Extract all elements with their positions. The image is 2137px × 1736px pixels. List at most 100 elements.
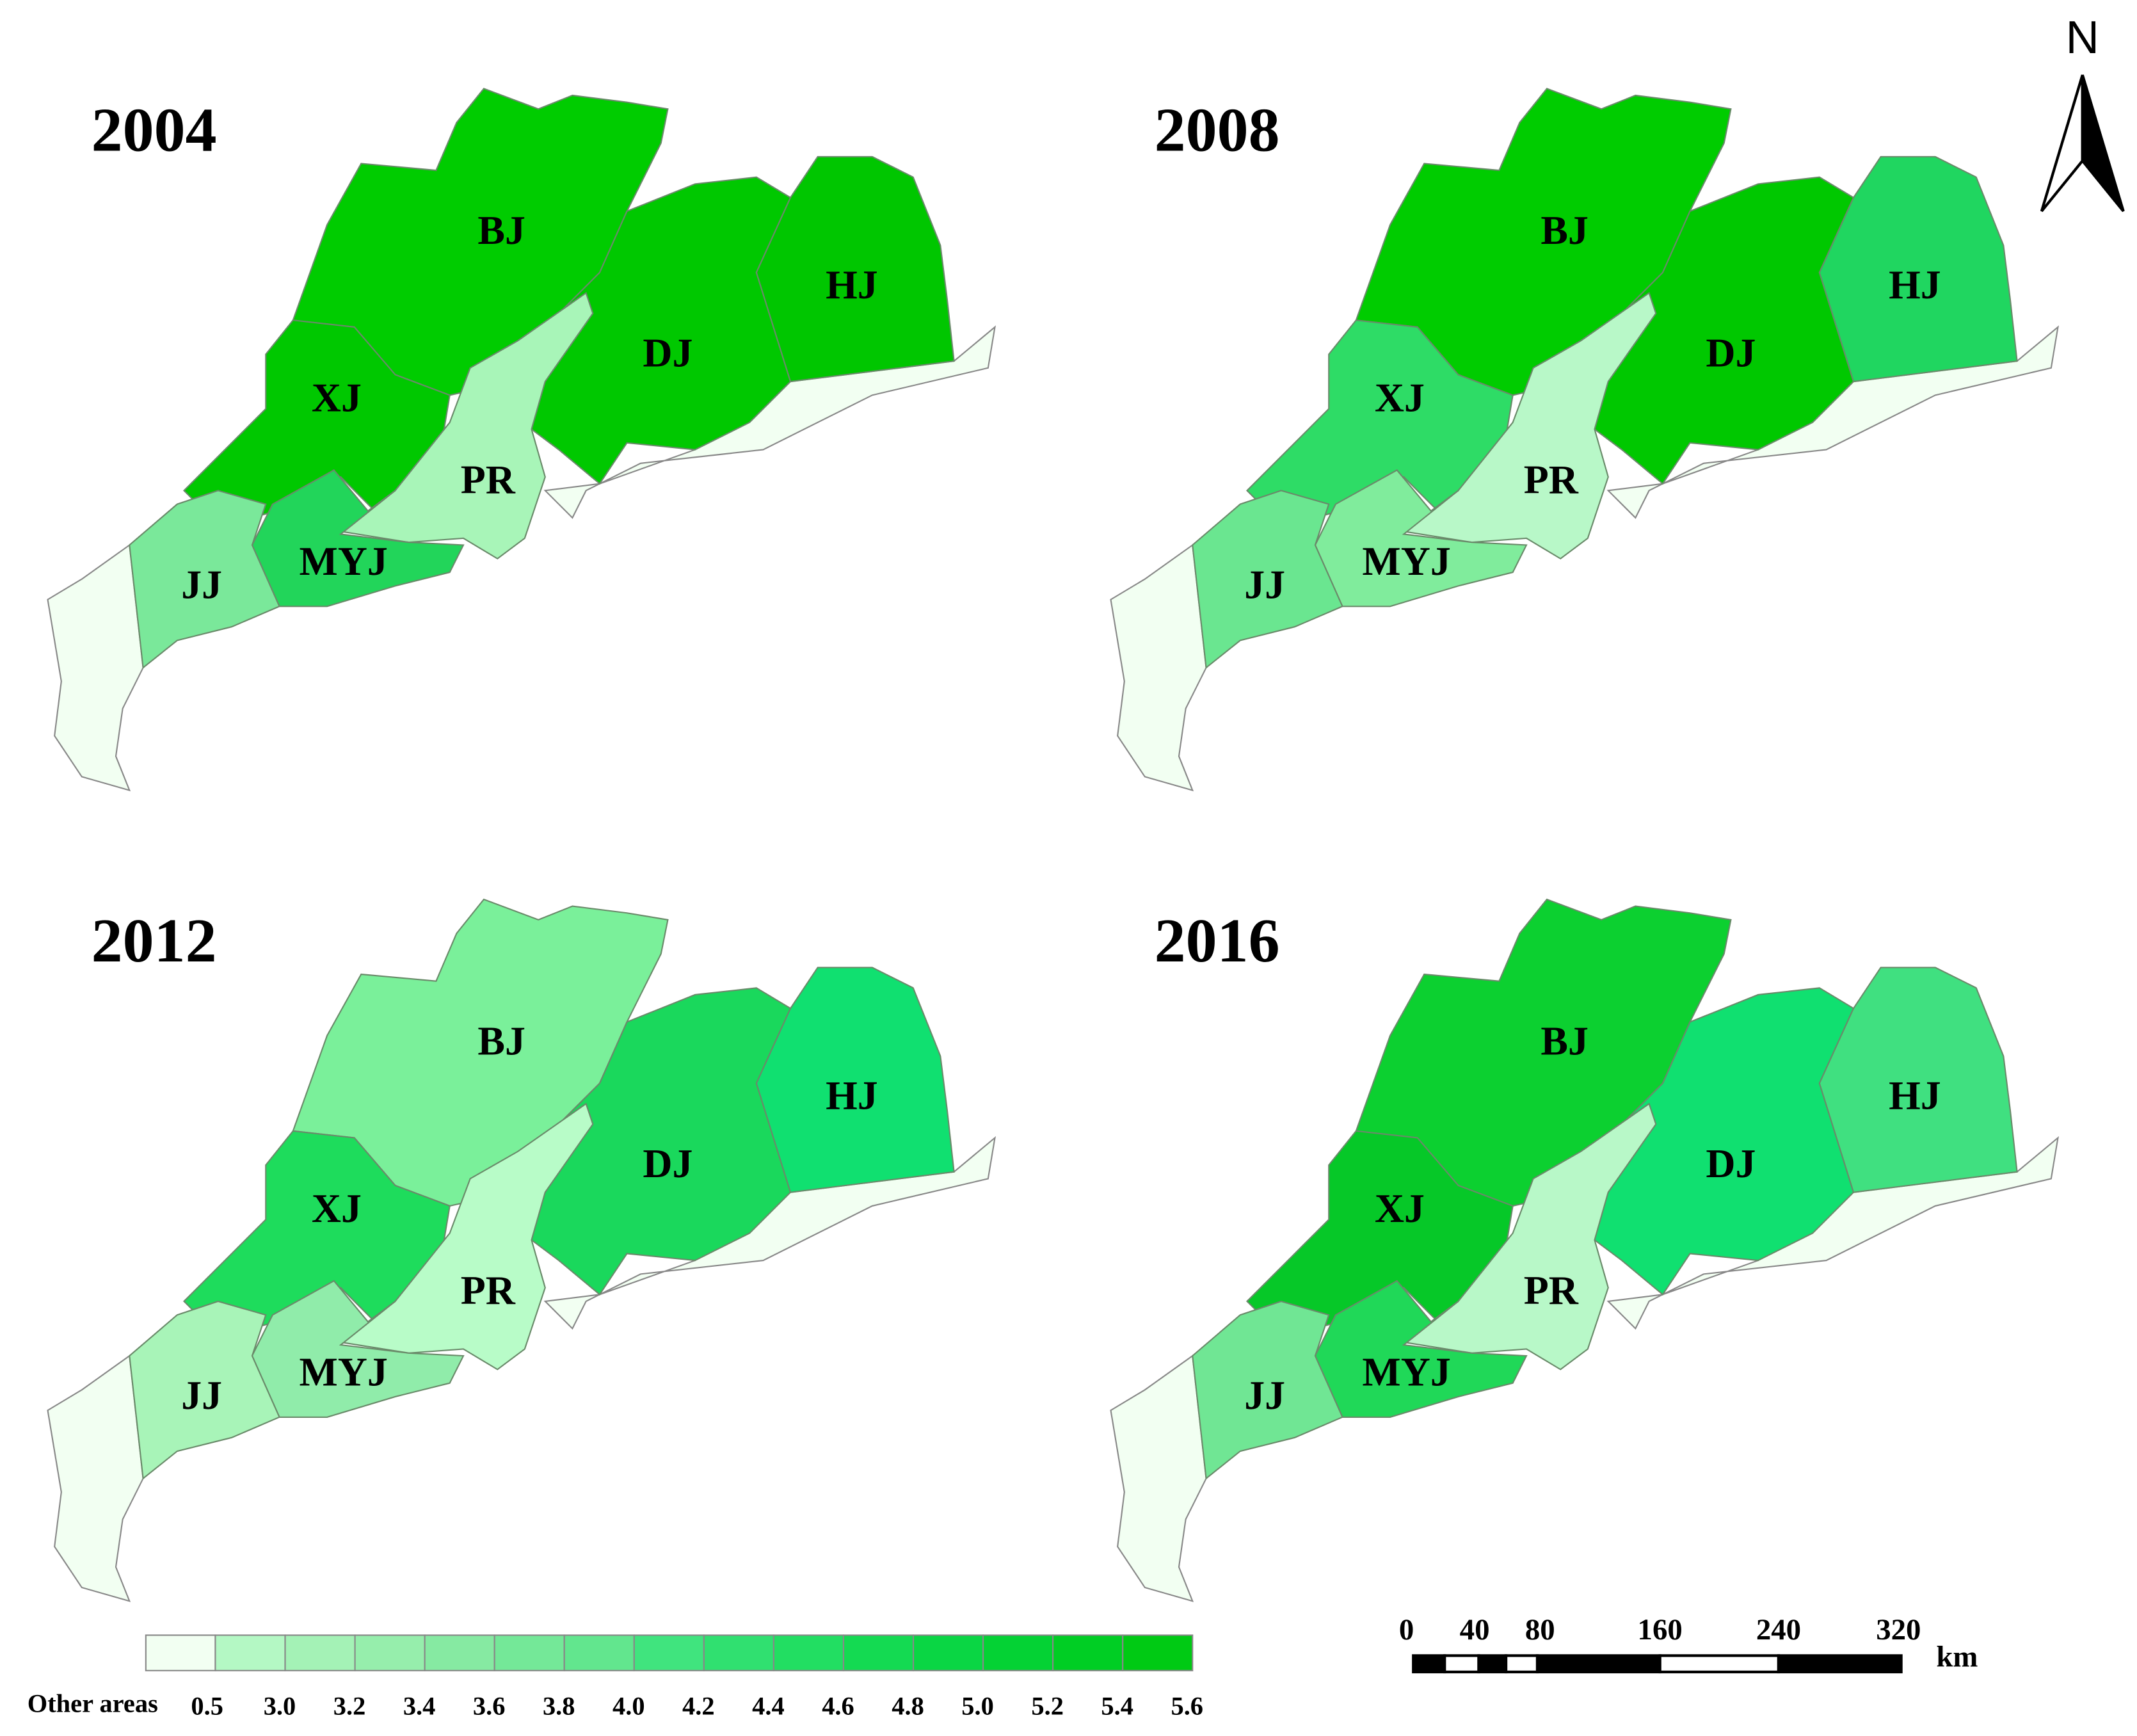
- region-label: MYJ: [1362, 538, 1450, 584]
- legend-swatch: [912, 1634, 984, 1671]
- map-panel: BJ XJ DJ HJ PR MYJ JJ 2004: [47, 88, 996, 792]
- region-label: MYJ: [1362, 1349, 1450, 1395]
- legend-swatch: [842, 1634, 915, 1671]
- legend-label: 4.4: [752, 1692, 785, 1721]
- region: [251, 469, 465, 607]
- region-label: JJ: [181, 1372, 222, 1418]
- scale-segment: [1504, 1654, 1539, 1674]
- map-panel: BJ XJ DJ HJ PR MYJ JJ 2012: [47, 898, 996, 1602]
- legend-label: 4.8: [892, 1692, 924, 1721]
- region: [339, 1102, 594, 1370]
- legend-swatch: [424, 1634, 495, 1671]
- legend-swatch: [214, 1634, 286, 1671]
- region-label: MYJ: [299, 1349, 387, 1395]
- region-label: DJ: [643, 1141, 692, 1186]
- region-label: XJ: [1375, 375, 1425, 421]
- legend-label: 4.2: [682, 1692, 715, 1721]
- scale-label: 80: [1525, 1613, 1555, 1646]
- region-label: PR: [461, 1267, 516, 1313]
- other-area: [1110, 1354, 1207, 1602]
- region-label: PR: [1524, 1267, 1579, 1313]
- region-label: JJ: [1244, 561, 1285, 607]
- panel-year: 2004: [92, 95, 217, 165]
- scale-segment: [1658, 1654, 1781, 1674]
- scale-label: 0: [1399, 1613, 1414, 1646]
- panel-year: 2016: [1155, 906, 1280, 976]
- scale-bar: 0 40 80 160 240 320 km: [1399, 1613, 1978, 1674]
- legend-swatch: [633, 1634, 705, 1671]
- region: [755, 156, 955, 383]
- region-label: DJ: [1706, 1141, 1756, 1186]
- scale-unit: km: [1936, 1641, 1978, 1674]
- legend-label: 5.4: [1101, 1692, 1133, 1721]
- legend-label: 4.6: [822, 1692, 854, 1721]
- region-label: XJ: [312, 1185, 362, 1231]
- scale-label: 240: [1756, 1613, 1801, 1646]
- region-label: BJ: [477, 1018, 525, 1063]
- legend-swatch: [772, 1634, 845, 1671]
- scale-segment: [1443, 1654, 1480, 1674]
- legend-label: 3.0: [264, 1692, 296, 1721]
- legend-swatch: [982, 1634, 1054, 1671]
- scale-segment: [1777, 1654, 1903, 1674]
- legend-label: 3.4: [403, 1692, 436, 1721]
- region: [1818, 967, 2018, 1193]
- region-label: XJ: [1375, 1185, 1425, 1231]
- legend-label: 5.0: [961, 1692, 994, 1721]
- panel-year: 2012: [92, 906, 217, 976]
- panel-year: 2008: [1155, 95, 1280, 165]
- scale-label: 160: [1638, 1613, 1683, 1646]
- region: [1192, 490, 1343, 670]
- legend-swatch: [284, 1634, 356, 1671]
- region: [1818, 156, 2018, 383]
- legend-label: 3.6: [473, 1692, 506, 1721]
- region-label: DJ: [643, 330, 692, 375]
- legend-label: 3.2: [333, 1692, 366, 1721]
- region: [755, 967, 955, 1193]
- other-area: [1110, 543, 1207, 792]
- legend-swatch: [493, 1634, 565, 1671]
- other-area: [47, 1354, 144, 1602]
- legend-swatch: [1052, 1634, 1124, 1671]
- north-label: N: [2066, 12, 2099, 63]
- region-label: DJ: [1706, 330, 1756, 375]
- region: [1402, 291, 1657, 560]
- region-label: XJ: [312, 375, 362, 421]
- region: [1314, 1280, 1528, 1418]
- legend-swatch: [1122, 1634, 1194, 1671]
- scale-label: 320: [1876, 1613, 1921, 1646]
- map-panel: BJ XJ DJ HJ PR MYJ JJ 2016: [1110, 898, 2060, 1602]
- region-label: MYJ: [299, 538, 387, 584]
- legend-label: 5.2: [1031, 1692, 1064, 1721]
- scale-label: 40: [1460, 1613, 1490, 1646]
- region: [129, 1300, 280, 1480]
- region: [339, 291, 594, 560]
- region-label: HJ: [826, 1073, 878, 1118]
- scale-segment: [1477, 1654, 1508, 1674]
- legend-label: 0.5: [191, 1692, 223, 1721]
- region: [1192, 1300, 1343, 1480]
- region: [251, 1280, 465, 1418]
- region-label: PR: [461, 456, 516, 502]
- north-arrow: [2040, 74, 2084, 213]
- legend-label: 3.8: [543, 1692, 575, 1721]
- legend-label: 5.6: [1171, 1692, 1203, 1721]
- north-arrow: [2081, 74, 2125, 213]
- legend-label: Other areas: [28, 1689, 158, 1717]
- scale-segment: [1535, 1654, 1661, 1674]
- legend-swatch: [703, 1634, 774, 1671]
- region-label: BJ: [1541, 207, 1589, 253]
- region-label: BJ: [1541, 1018, 1589, 1063]
- scale-segment: [1412, 1654, 1446, 1674]
- region-label: HJ: [1889, 1073, 1941, 1118]
- other-area: [47, 543, 144, 792]
- region-label: JJ: [1244, 1372, 1285, 1418]
- legend-swatch: [354, 1634, 426, 1671]
- map-panel: BJ XJ DJ HJ PR MYJ JJ 2008: [1110, 88, 2060, 792]
- region: [1314, 469, 1528, 607]
- legend-swatch: [145, 1634, 216, 1671]
- region-label: HJ: [826, 262, 878, 307]
- legend-label: 4.0: [612, 1692, 645, 1721]
- region-label: HJ: [1889, 262, 1941, 307]
